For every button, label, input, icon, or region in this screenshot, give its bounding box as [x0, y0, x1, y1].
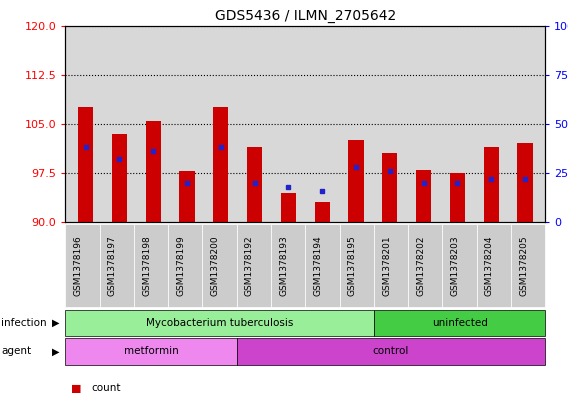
Bar [315, 202, 330, 222]
Text: GSM1378200: GSM1378200 [211, 235, 220, 296]
Bar [416, 170, 431, 222]
Bar [213, 107, 228, 222]
Text: agent: agent [1, 346, 31, 356]
Bar [348, 140, 364, 222]
Text: GSM1378203: GSM1378203 [450, 235, 460, 296]
Text: GSM1378197: GSM1378197 [108, 235, 117, 296]
Text: count: count [91, 383, 120, 393]
Text: GSM1378202: GSM1378202 [416, 235, 425, 296]
Text: ▶: ▶ [52, 346, 60, 356]
Text: uninfected: uninfected [432, 318, 487, 328]
Bar [382, 153, 398, 222]
Text: GSM1378192: GSM1378192 [245, 235, 254, 296]
Text: GSM1378204: GSM1378204 [485, 235, 494, 296]
Text: Mycobacterium tuberculosis: Mycobacterium tuberculosis [146, 318, 293, 328]
Title: GDS5436 / ILMN_2705642: GDS5436 / ILMN_2705642 [215, 9, 396, 23]
Text: GSM1378198: GSM1378198 [142, 235, 151, 296]
Text: GSM1378205: GSM1378205 [519, 235, 528, 296]
Bar [179, 171, 195, 222]
Text: GSM1378199: GSM1378199 [176, 235, 185, 296]
Text: GSM1378194: GSM1378194 [314, 235, 323, 296]
Bar [247, 147, 262, 222]
Text: control: control [373, 346, 409, 356]
Text: GSM1378195: GSM1378195 [348, 235, 357, 296]
Text: infection: infection [1, 318, 47, 328]
Bar [145, 121, 161, 222]
Bar [281, 193, 296, 222]
Text: ■: ■ [71, 383, 81, 393]
Bar [78, 107, 93, 222]
Text: metformin: metformin [124, 346, 178, 356]
Bar [483, 147, 499, 222]
Text: GSM1378193: GSM1378193 [279, 235, 288, 296]
Bar [450, 173, 465, 222]
Text: ▶: ▶ [52, 318, 60, 328]
Text: GSM1378201: GSM1378201 [382, 235, 391, 296]
Bar [112, 134, 127, 222]
Text: GSM1378196: GSM1378196 [73, 235, 82, 296]
Bar [517, 143, 533, 222]
